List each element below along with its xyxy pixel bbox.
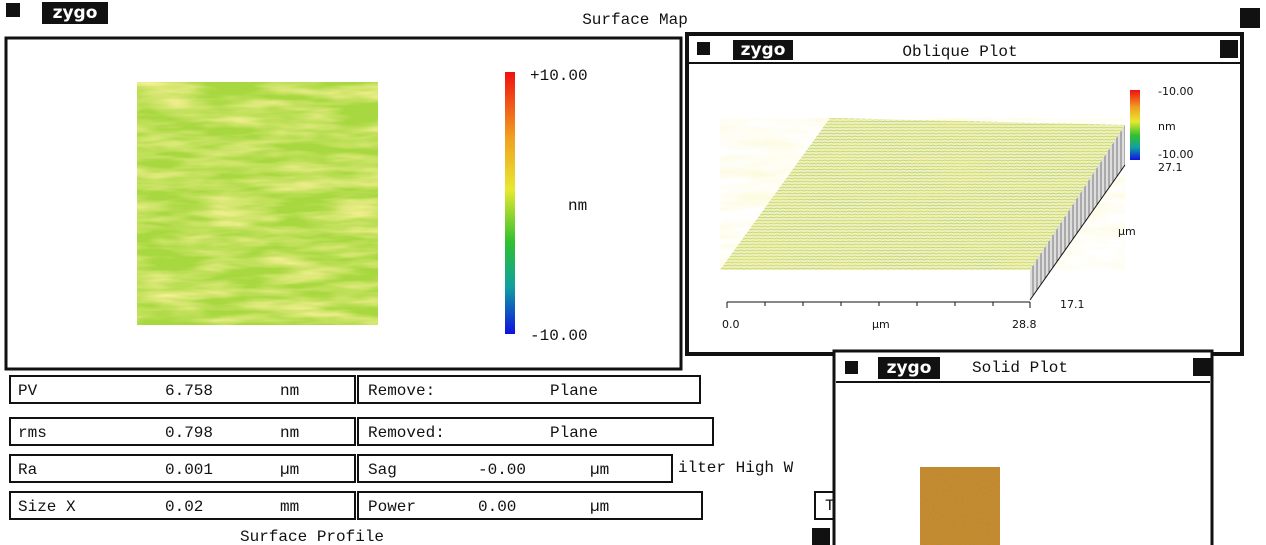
result-cell: 0.798 xyxy=(165,424,213,442)
logo: zygo xyxy=(741,40,786,60)
logo: zygo xyxy=(53,3,98,23)
oblique-window: zygo Oblique Plot 0.0 µm 28.8 17.1 µm 27… xyxy=(687,34,1242,354)
logo: zygo xyxy=(887,358,932,378)
result-cell: µm xyxy=(280,461,299,479)
window-title: Oblique Plot xyxy=(902,43,1017,61)
colorbar xyxy=(505,72,515,334)
window-title: Solid Plot xyxy=(972,359,1068,377)
close-icon[interactable] xyxy=(845,361,858,374)
setting-cell: Plane xyxy=(550,382,598,400)
setting-cell: Sag xyxy=(368,461,397,479)
result-cell: rms xyxy=(18,424,47,442)
menu-icon[interactable] xyxy=(1193,358,1211,376)
colorbar-min: -10.00 xyxy=(530,327,588,345)
menu-icon[interactable] xyxy=(1240,8,1260,28)
result-cell: Ra xyxy=(18,461,38,479)
setting-cell: Remove: xyxy=(368,382,435,400)
solid-texture xyxy=(920,467,1000,545)
settings-table: Remove: Plane Removed: Plane Sag -0.00 µm Power… xyxy=(358,376,713,519)
result-cell: 0.001 xyxy=(165,461,213,479)
result-cell: 0.02 xyxy=(165,498,203,516)
close-icon[interactable] xyxy=(697,42,710,55)
results-table: PV 6.758 nm rms 0.798 nm Ra 0.001 µm Size X 0.02 mm xyxy=(10,376,355,519)
window-title: Surface Profile xyxy=(240,528,384,545)
setting-cell: Plane xyxy=(550,424,598,442)
legend-unit: nm xyxy=(1158,120,1176,133)
setting-cell: -0.00 xyxy=(478,461,526,479)
x-axis-end: 28.8 xyxy=(1012,318,1037,331)
screen: zygo Surface Map +10.00 nm -10.00 zygo O… xyxy=(0,0,1266,545)
y-axis-unit: µm xyxy=(1118,225,1136,238)
setting-cell: µm xyxy=(590,498,609,516)
surface-texture xyxy=(137,82,378,325)
page: zygo Surface Map +10.00 nm -10.00 zygo O… xyxy=(0,0,1266,545)
x-axis-start: 0.0 xyxy=(722,318,740,331)
partial-text: ilter High W xyxy=(678,459,794,477)
result-cell: PV xyxy=(18,382,38,400)
setting-cell: 0.00 xyxy=(478,498,516,516)
solid-window: zygo Solid Plot xyxy=(834,351,1212,545)
menu-icon[interactable] xyxy=(812,528,830,545)
setting-cell: µm xyxy=(590,461,609,479)
result-cell: nm xyxy=(280,424,299,442)
y-axis-end: 27.1 xyxy=(1158,161,1183,174)
result-cell: 6.758 xyxy=(165,382,213,400)
window-frame xyxy=(834,351,1212,545)
setting-cell: Power xyxy=(368,498,416,516)
result-cell: nm xyxy=(280,382,299,400)
window-title: Surface Map xyxy=(582,11,688,29)
y-axis-start: 17.1 xyxy=(1060,298,1085,311)
legend-max: -10.00 xyxy=(1158,85,1193,98)
setting-cell: Removed: xyxy=(368,424,445,442)
menu-icon[interactable] xyxy=(1220,40,1238,58)
colorbar-unit: nm xyxy=(568,197,587,215)
result-cell: mm xyxy=(280,498,299,516)
colorbar-max: +10.00 xyxy=(530,67,588,85)
close-icon[interactable] xyxy=(6,3,20,17)
x-axis-unit: µm xyxy=(872,318,890,331)
legend-min: -10.00 xyxy=(1158,148,1193,161)
result-cell: Size X xyxy=(18,498,76,516)
legend-colorbar xyxy=(1130,90,1140,160)
